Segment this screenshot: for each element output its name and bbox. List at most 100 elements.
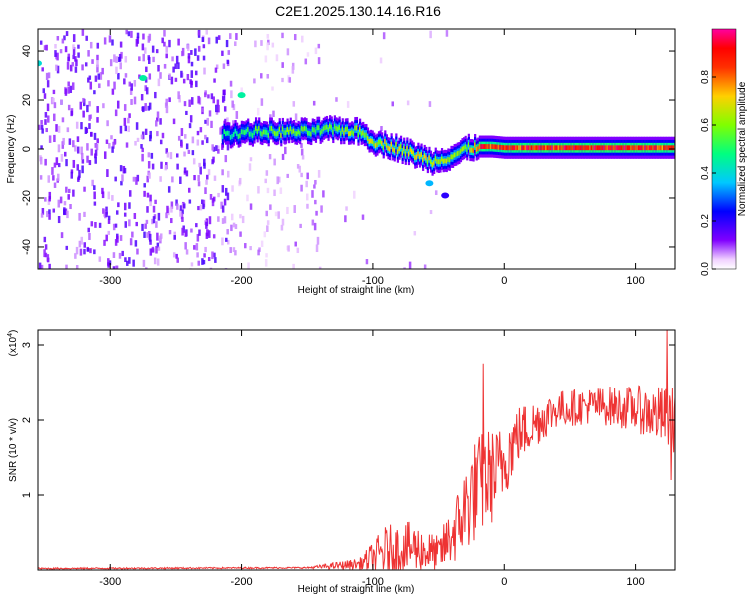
heatmap-cell [124, 257, 127, 263]
heatmap-cell [288, 77, 292, 83]
heatmap-cell [98, 83, 101, 89]
heatmap-cell [156, 242, 160, 248]
heatmap-cell [85, 35, 88, 41]
heatmap-cell [195, 223, 198, 228]
heatmap-cell [293, 34, 297, 41]
heatmap-cell [277, 211, 280, 219]
heatmap-cell [74, 253, 77, 259]
heatmap-cell [317, 43, 321, 49]
heatmap-cell [99, 72, 103, 80]
heatmap-cell [116, 100, 120, 109]
heatmap-cell [223, 106, 227, 112]
heatmap-cell [136, 36, 140, 44]
heatmap-ridge-cell [644, 145, 647, 151]
heatmap-ridge-cell [470, 147, 474, 153]
heatmap-ridge-cell [505, 145, 508, 151]
heatmap-cell [205, 179, 208, 185]
heatmap-ridge-cell [661, 145, 664, 151]
heatmap-cell [124, 73, 128, 78]
heatmap-ridge-cell [645, 145, 649, 151]
heatmap-cell [221, 185, 225, 193]
heatmap-hotspot [237, 92, 246, 99]
heatmap-cell [161, 37, 164, 44]
heatmap-ridge-cell [483, 144, 486, 149]
heatmap-cell [180, 128, 184, 137]
heatmap-ridge-cell [620, 145, 623, 151]
heatmap-cell [69, 85, 73, 94]
heatmap-ridge-cell [660, 145, 663, 151]
heatmap-cell [46, 210, 49, 218]
heatmap-cell [50, 96, 54, 105]
heatmap-cell [157, 78, 161, 87]
heatmap-cell [75, 265, 79, 269]
heatmap-cell [120, 180, 123, 186]
heatmap-cell [134, 240, 138, 247]
heatmap-cell [141, 223, 144, 231]
heatmap-ridge-cell [633, 145, 636, 151]
heatmap-cell [63, 35, 66, 41]
heatmap-ridge-cell [492, 144, 496, 150]
heatmap-ridge-cell [250, 131, 253, 137]
heatmap-cell [71, 82, 75, 90]
heatmap-cell [382, 32, 386, 40]
heatmap-cell [239, 214, 242, 219]
heatmap-ridge-cell [431, 162, 434, 168]
heatmap-cell [68, 188, 71, 194]
heatmap-cell [244, 243, 247, 249]
heatmap-cell [46, 254, 50, 262]
heatmap-cell [155, 120, 158, 127]
heatmap-cell [276, 176, 279, 185]
heatmap-cell [315, 210, 318, 216]
heatmap-ridge-cell [568, 145, 571, 151]
heatmap-cell [312, 100, 316, 106]
heatmap-cell [311, 190, 314, 198]
heatmap-cell [213, 78, 216, 83]
heatmap-ridge-cell [622, 145, 625, 151]
heatmap-cell [231, 185, 234, 192]
heatmap-cell [52, 208, 56, 213]
heatmap-cell [57, 199, 61, 208]
heatmap-cell [90, 131, 93, 137]
heatmap-cell [223, 216, 227, 224]
heatmap-ridge-cell [347, 131, 351, 137]
heatmap-ridge-cell [669, 145, 672, 151]
heatmap-cell [128, 257, 131, 264]
heatmap-cell [140, 94, 144, 101]
heatmap-ridge-cell [251, 133, 255, 139]
heatmap-ridge-cell [351, 129, 354, 135]
heatmap-cell [115, 66, 118, 75]
heatmap-cell [40, 213, 44, 218]
heatmap-cell [148, 102, 152, 110]
heatmap-cell [117, 202, 120, 208]
heatmap-cell [197, 260, 200, 266]
heatmap-cell [171, 56, 174, 62]
heatmap-ridge-cell [234, 128, 237, 134]
heatmap-cell [317, 57, 321, 65]
heatmap-ridge-cell [429, 159, 433, 165]
heatmap-cell [196, 233, 200, 242]
heatmap-cell [171, 176, 174, 183]
heatmap-ridge-cell [363, 132, 366, 138]
heatmap-cell [95, 143, 99, 151]
heatmap-cell [119, 41, 123, 48]
heatmap-cell [145, 267, 148, 269]
heatmap-cell [38, 124, 41, 130]
heatmap-cell [41, 128, 44, 134]
heatmap-ridge-cell [615, 145, 619, 151]
heatmap-cell [103, 37, 107, 45]
heatmap-ridge-cell [258, 125, 261, 131]
heatmap-cell [163, 63, 167, 69]
heatmap-cell [149, 130, 152, 139]
heatmap-ridge-cell [595, 145, 598, 151]
heatmap-ridge-cell [636, 145, 639, 151]
heatmap-cell [335, 97, 338, 102]
heatmap-cell [168, 73, 171, 79]
heatmap-cell [64, 88, 68, 96]
heatmap-cell [145, 66, 148, 73]
heatmap-cell [107, 80, 110, 87]
heatmap-cell [188, 199, 192, 204]
heatmap-cell [94, 221, 97, 228]
heatmap-hotspot [441, 192, 450, 199]
heatmap-ridge-cell [500, 145, 504, 150]
heatmap-ridge-cell [284, 130, 288, 136]
